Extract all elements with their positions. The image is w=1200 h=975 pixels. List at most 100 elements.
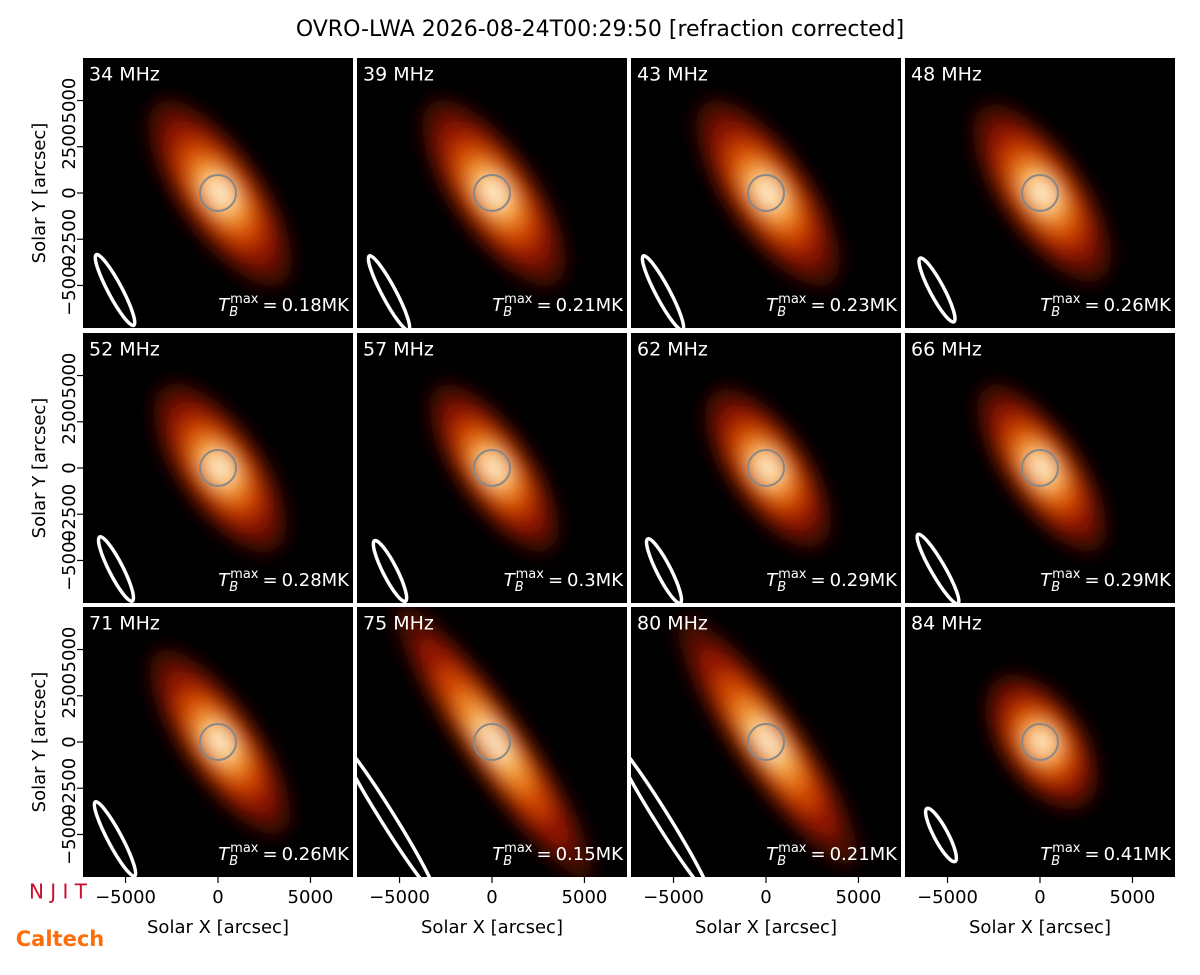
image <box>640 99 840 328</box>
panel: 48 MHz TBmax = 0.26MK <box>905 58 1175 328</box>
solar-disk <box>747 449 785 487</box>
x-tick-label: −5000 <box>643 887 704 908</box>
emission-layer <box>1031 181 1053 205</box>
beam <box>644 537 684 603</box>
emission <box>986 674 1098 810</box>
tb-sup: max <box>1052 841 1081 856</box>
tb-symbol: T <box>218 844 231 865</box>
tb-sup: max <box>504 292 533 307</box>
tb-relation: = <box>548 570 563 591</box>
image <box>96 383 287 603</box>
panel: 62 MHz TBmax = 0.29MK <box>631 333 901 603</box>
x-axis-label: Solar X [arcsec] <box>421 917 563 938</box>
y-tick-label: 0 <box>59 462 80 473</box>
emission <box>972 104 1112 282</box>
y-tick-label: −5000 <box>59 255 80 316</box>
tb-symbol: T <box>1040 570 1053 591</box>
y-tick-label: 5000 <box>59 353 80 399</box>
logo-njit: N J I T <box>29 880 88 904</box>
tb-value: 0.41MK <box>1104 844 1173 865</box>
x-tick-label: −5000 <box>369 887 430 908</box>
panel: 84 MHz TBmax = 0.41MK −5000 0 5000 Solar X [arc… <box>905 607 1175 938</box>
tb-label: TBmax = 0.26MK <box>1040 292 1172 320</box>
emission <box>429 384 559 552</box>
tb-label: TBmax = 0.23MK <box>766 292 898 320</box>
tb-value: 0.29MK <box>1104 570 1173 591</box>
y-tick-label: 5000 <box>59 78 80 124</box>
beam <box>96 535 136 603</box>
tb-sub: B <box>777 580 786 595</box>
emission-layer <box>484 456 504 480</box>
emission <box>678 618 858 866</box>
y-tick-label: −2500 <box>59 209 80 270</box>
tb-label: TBmax = 0.28MK <box>218 567 350 595</box>
solar-disk <box>473 449 511 487</box>
y-tick-label: −5000 <box>59 530 80 591</box>
emission <box>395 607 593 877</box>
tb-label: TBmax = 0.26MK <box>218 841 350 869</box>
tb-label: TBmax = 0.21MK <box>492 292 624 320</box>
tb-symbol: T <box>766 844 779 865</box>
image <box>92 649 291 877</box>
x-axis-label: Solar X [arcsec] <box>147 917 289 938</box>
panel: 43 MHz TBmax = 0.23MK <box>631 58 901 328</box>
tb-symbol: T <box>766 570 779 591</box>
logo-caltech: Caltech <box>16 927 104 951</box>
tb-relation: = <box>810 844 825 865</box>
beam <box>917 256 957 324</box>
tb-sub: B <box>1051 305 1060 320</box>
figure-title: OVRO-LWA 2026-08-24T00:29:50 [refraction… <box>296 17 904 42</box>
emission-layer <box>758 457 778 479</box>
y-tick-label: −5000 <box>59 804 80 865</box>
emission-layer <box>210 729 230 755</box>
emission <box>148 99 292 287</box>
panel: 66 MHz TBmax = 0.29MK <box>905 333 1175 603</box>
tb-sub: B <box>229 305 238 320</box>
tb-relation: = <box>810 295 825 316</box>
beam <box>640 254 686 328</box>
tb-sup: max <box>778 841 807 856</box>
solar-disk <box>473 723 511 761</box>
beam <box>93 252 137 328</box>
x-axis-label: Solar X [arcsec] <box>695 917 837 938</box>
tb-value: 0.18MK <box>282 295 351 316</box>
x-tick-label: 5000 <box>836 887 882 908</box>
tb-symbol: T <box>218 570 231 591</box>
solar-disk <box>199 449 237 487</box>
tb-sub: B <box>777 854 786 869</box>
panel: 57 MHz TBmax = 0.3MK <box>357 333 627 603</box>
frequency-label: 75 MHz <box>363 613 434 635</box>
tb-relation: = <box>536 844 551 865</box>
tb-value: 0.26MK <box>282 844 351 865</box>
y-tick-label: −2500 <box>59 484 80 545</box>
image <box>366 99 566 328</box>
tb-sup: max <box>230 567 259 582</box>
tb-sub: B <box>777 305 786 320</box>
tb-sup: max <box>1052 567 1081 582</box>
tb-sub: B <box>1051 854 1060 869</box>
frequency-label: 66 MHz <box>911 339 982 361</box>
y-axis-label: Solar Y [arcsec] <box>29 672 50 813</box>
tb-symbol: T <box>766 295 779 316</box>
panel: 75 MHz TBmax = 0.15MK −5000 0 5000 Solar X [arc… <box>357 607 627 938</box>
frequency-label: 34 MHz <box>89 64 160 86</box>
tb-symbol: T <box>492 844 505 865</box>
emission-layer <box>1032 456 1052 480</box>
tb-sub: B <box>1051 580 1060 595</box>
tb-label: TBmax = 0.18MK <box>218 292 350 320</box>
solar-disk <box>1021 723 1059 761</box>
beam <box>366 254 412 328</box>
tb-relation: = <box>536 295 551 316</box>
y-tick-label: −2500 <box>59 758 80 819</box>
x-tick-label: 5000 <box>562 887 608 908</box>
tb-value: 0.29MK <box>830 570 899 591</box>
emission <box>696 99 840 287</box>
frequency-label: 57 MHz <box>363 339 434 361</box>
beam <box>371 538 409 603</box>
tb-symbol: T <box>492 295 505 316</box>
tb-label: TBmax = 0.21MK <box>766 841 898 869</box>
frequency-label: 71 MHz <box>89 613 160 635</box>
tb-value: 0.23MK <box>830 295 899 316</box>
x-tick-label: 5000 <box>288 887 334 908</box>
tb-relation: = <box>1084 295 1099 316</box>
